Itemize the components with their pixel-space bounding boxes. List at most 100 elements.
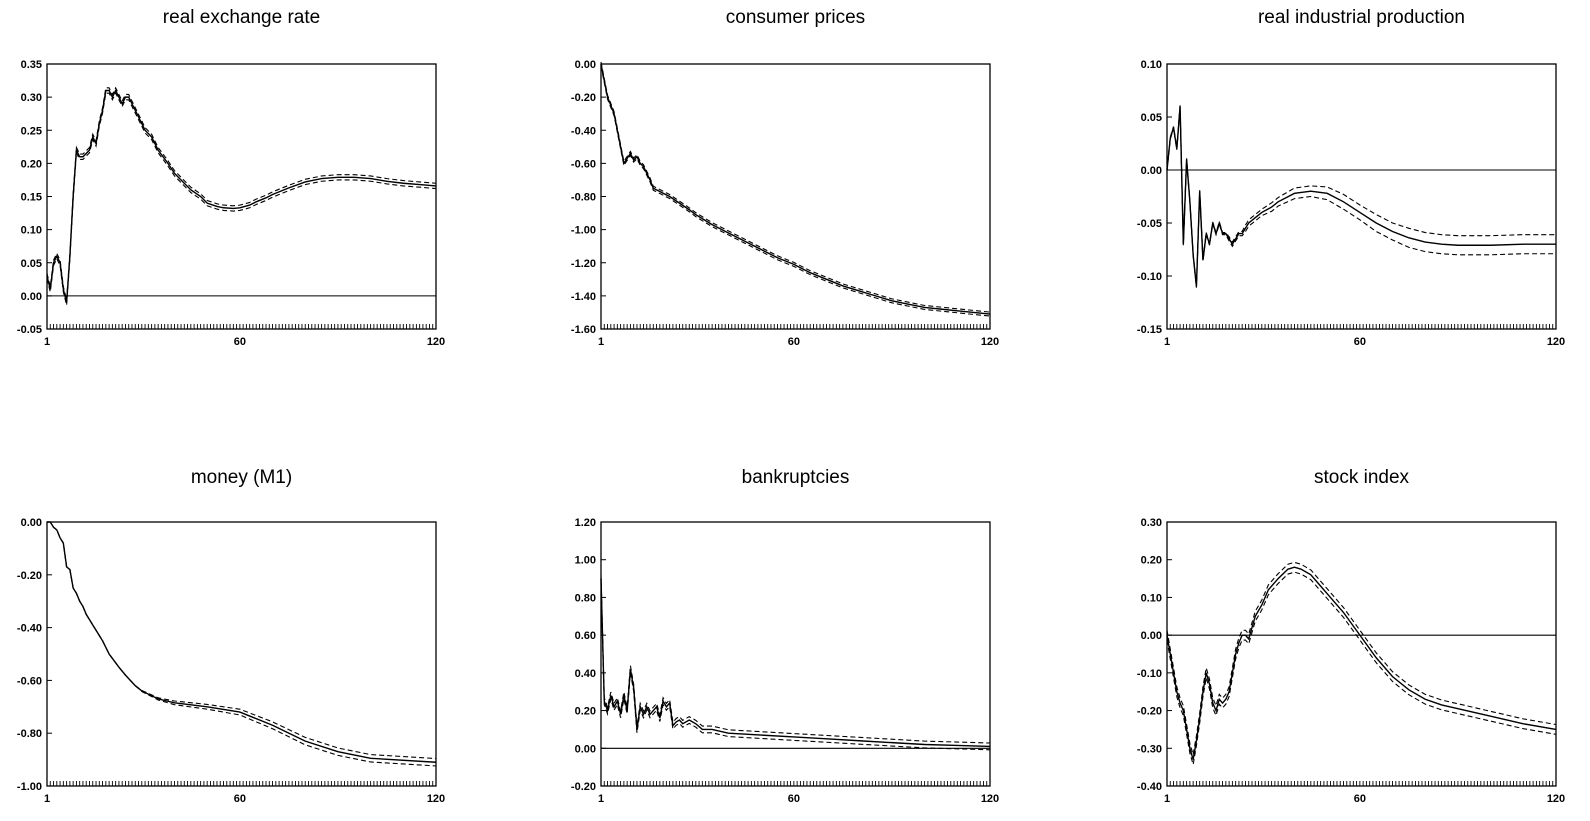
y-tick-label: 0.35 — [21, 59, 42, 71]
y-tick-label: -0.40 — [17, 623, 42, 635]
x-minor-ticks — [46, 324, 437, 329]
lower-band — [47, 521, 437, 767]
x-minor-ticks — [1166, 781, 1557, 786]
y-tick-label: 0.15 — [21, 192, 42, 204]
y-tick-label: 0.30 — [21, 92, 42, 104]
panel-real-industrial-production: real industrial production 0.10 0.05 0.00 -… — [1137, 7, 1565, 348]
y-tick-label: -0.20 — [1137, 706, 1162, 718]
panel-bankruptcies: bankruptcies 1.20 1.00 0.80 0.60 0.40 0.20 0.0… — [571, 467, 999, 805]
panel-title: money (M1) — [191, 467, 292, 488]
y-tick-label: -0.05 — [17, 324, 42, 336]
y-tick-label: 0.25 — [21, 125, 42, 137]
y-tick-label: 0.00 — [21, 517, 42, 529]
lower-band — [1166, 571, 1557, 765]
x-tick-label: 120 — [981, 336, 999, 348]
y-tick-label: 0.00 — [575, 59, 596, 71]
x-tick-label: 60 — [234, 336, 246, 348]
y-tick-label: 1.00 — [575, 555, 596, 567]
x-tick-label: 120 — [427, 793, 445, 805]
y-tick-label: -1.00 — [17, 781, 42, 793]
y-tick-label: -0.80 — [571, 192, 596, 204]
x-tick-label: 1 — [598, 793, 604, 805]
x-tick-label: 60 — [1354, 336, 1366, 348]
plot-frame — [46, 63, 437, 330]
y-tick-label: 0.00 — [21, 291, 42, 303]
y-tick-label: 0.20 — [575, 706, 596, 718]
y-tick-label: -1.60 — [571, 324, 596, 336]
x-tick-label: 120 — [1547, 336, 1565, 348]
y-tick-label: -0.05 — [1137, 218, 1162, 230]
x-tick-label: 1 — [1164, 336, 1170, 348]
panel-real-exchange-rate: real exchange rate 0.35 0.30 0.25 0.20 0.15 0… — [17, 7, 445, 348]
plot-frame — [1166, 63, 1557, 330]
x-tick-label: 1 — [1164, 793, 1170, 805]
x-minor-ticks — [600, 781, 991, 786]
upper-band — [1166, 561, 1557, 755]
y-tick-label: -0.40 — [1137, 781, 1162, 793]
lower-band — [600, 581, 991, 751]
y-tick-label: 0.60 — [575, 630, 596, 642]
x-tick-label: 120 — [981, 793, 999, 805]
plot-frame — [600, 521, 991, 787]
impulse-response-line — [1166, 106, 1556, 287]
y-tick-label: 0.05 — [21, 258, 42, 270]
y-tick-label: 0.10 — [1141, 59, 1162, 71]
y-tick-label: -1.40 — [571, 291, 596, 303]
impulse-response-line — [47, 521, 437, 763]
y-tick-label: 0.00 — [575, 743, 596, 755]
impulse-response-line — [600, 63, 991, 315]
plot-frame — [46, 521, 437, 787]
x-tick-label: 1 — [44, 793, 50, 805]
impulse-response-line — [600, 578, 991, 748]
panel-money-m1: money (M1) 0.00 -0.20 -0.40 -0.60 -0.80 -1.00… — [17, 467, 445, 805]
panel-title: real exchange rate — [163, 7, 320, 28]
x-minor-ticks — [600, 324, 991, 329]
upper-band — [600, 61, 991, 313]
y-tick-label: 0.80 — [575, 592, 596, 604]
lower-band — [46, 91, 437, 306]
y-tick-label: 0.30 — [1141, 517, 1162, 529]
y-tick-label: 1.20 — [575, 517, 596, 529]
plot-frame — [1166, 521, 1557, 787]
y-tick-label: -1.00 — [571, 225, 596, 237]
x-tick-label: 1 — [44, 336, 50, 348]
y-tick-label: -1.20 — [571, 258, 596, 270]
y-tick-label: 0.10 — [21, 225, 42, 237]
y-tick-label: 0.10 — [1141, 592, 1162, 604]
y-tick-label: -0.80 — [17, 728, 42, 740]
y-tick-label: 0.20 — [1141, 555, 1162, 567]
y-tick-label: 0.20 — [21, 158, 42, 170]
impulse-response-line — [1166, 566, 1557, 760]
panel-title: stock index — [1314, 467, 1410, 488]
x-tick-label: 1 — [598, 336, 604, 348]
y-tick-label: -0.10 — [1137, 271, 1162, 283]
panel-title: real industrial production — [1258, 7, 1465, 28]
y-tick-label: -0.20 — [571, 92, 596, 104]
y-tick-label: -0.20 — [17, 570, 42, 582]
plot-frame — [600, 63, 991, 330]
y-tick-label: -0.10 — [1137, 668, 1162, 680]
impulse-response-line — [46, 88, 437, 303]
y-tick-label: -0.40 — [571, 125, 596, 137]
upper-band — [1166, 105, 1556, 286]
y-tick-label: 0.05 — [1141, 112, 1162, 124]
upper-band — [47, 521, 437, 760]
y-tick-label: -0.20 — [571, 781, 596, 793]
x-tick-label: 120 — [1547, 793, 1565, 805]
x-tick-label: 60 — [1354, 793, 1366, 805]
y-tick-label: 0.00 — [1141, 630, 1162, 642]
y-tick-label: -0.30 — [1137, 743, 1162, 755]
x-minor-ticks — [46, 781, 437, 786]
x-tick-label: 120 — [427, 336, 445, 348]
lower-band — [1166, 107, 1556, 288]
panel-title: consumer prices — [726, 7, 865, 28]
x-tick-label: 60 — [234, 793, 246, 805]
x-tick-label: 60 — [788, 793, 800, 805]
panel-consumer-prices: consumer prices 0.00 -0.20 -0.40 -0.60 -0.80… — [571, 7, 999, 348]
x-minor-ticks — [1166, 324, 1557, 329]
y-tick-label: 0.00 — [1141, 165, 1162, 177]
panel-title: bankruptcies — [742, 467, 850, 488]
panel-stock-index: stock index 0.30 0.20 0.10 0.00 -0.10 -0.20 -0… — [1137, 467, 1565, 805]
upper-band — [46, 86, 437, 300]
